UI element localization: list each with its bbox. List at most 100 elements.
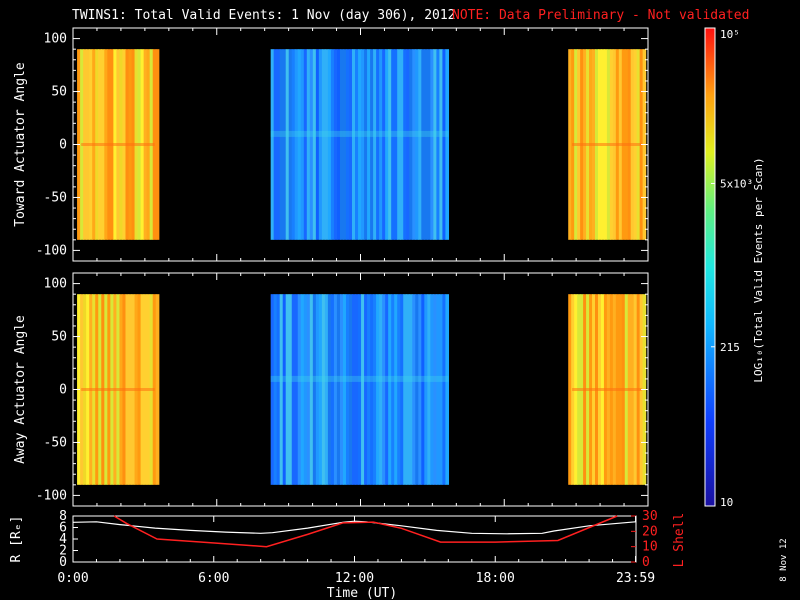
heatmap-strip — [342, 294, 347, 485]
heatmap-strip — [294, 294, 299, 485]
heatmap-strip — [445, 49, 450, 240]
time-tick-label: 18:00 — [476, 571, 515, 586]
heatmap-strip — [339, 294, 344, 485]
heatmap-strip — [388, 294, 392, 485]
y-tick-label: -50 — [44, 435, 67, 450]
heatmap-strip — [288, 294, 293, 485]
heatmap-strip — [370, 49, 374, 240]
heatmap-strip — [418, 49, 422, 240]
heatmap-strip — [418, 294, 422, 485]
bottom-y-axis-label: Away Actuator Angle — [13, 315, 28, 464]
generation-date: 8 Nov 12 — [779, 538, 789, 581]
heatmap-strip — [439, 294, 443, 485]
heatmap-strip — [367, 294, 371, 485]
heatmap-strip — [288, 49, 293, 240]
heatmap-strip — [412, 49, 416, 240]
heatmap-band — [81, 388, 155, 391]
time-tick-label: 12:00 — [335, 571, 374, 586]
heatmap-strip — [336, 294, 341, 485]
heatmap-strip — [445, 294, 450, 485]
lshell-tick-label: 0 — [642, 555, 650, 570]
r-tick-label: 8 — [59, 509, 67, 524]
heatmap-strip — [436, 49, 440, 240]
heatmap-strip — [285, 294, 290, 485]
heatmap-strip — [318, 294, 323, 485]
heatmap-strip — [349, 294, 353, 485]
heatmap-strip — [321, 294, 326, 485]
heatmap-strip — [333, 294, 338, 485]
heatmap-strip — [439, 49, 443, 240]
heatmap-strip — [385, 294, 389, 485]
y-tick-label: 0 — [59, 138, 67, 153]
heatmap-strip — [349, 49, 353, 240]
heatmap-strip — [358, 294, 362, 485]
heatmap-strip — [406, 49, 410, 240]
r-tick-label: 2 — [59, 544, 67, 559]
y-tick-label: 0 — [59, 383, 67, 398]
heatmap-strip — [370, 294, 374, 485]
heatmap-strip — [345, 294, 350, 485]
time-tick-label: 6:00 — [198, 571, 229, 586]
heatmap-strip — [309, 49, 314, 240]
heatmap-strip — [282, 49, 287, 240]
heatmap-strip — [391, 49, 395, 240]
heatmap-strip — [436, 294, 440, 485]
heatmap-strip — [394, 294, 398, 485]
lshell-tick-label: 20 — [642, 524, 658, 539]
heatmap-strip — [376, 49, 380, 240]
heatmap-strip — [342, 49, 347, 240]
heatmap-strip — [424, 294, 428, 485]
orbit-r-axis-label: R [Rₑ] — [9, 516, 24, 563]
heatmap-strip — [409, 294, 413, 485]
top-heatmap-panel: 100 50 0 -50 -100 Toward Actuator Angle — [13, 27, 649, 262]
heatmap-strip — [568, 49, 572, 240]
heatmap-strip — [352, 49, 356, 240]
time-axis-label: Time (UT) — [327, 586, 397, 600]
heatmap-strip — [270, 294, 275, 485]
y-tick-label: -50 — [44, 190, 67, 205]
colorbar: 10⁵ 5x10³ 215 10 LOG₁₀(Total Valid Events p… — [704, 27, 765, 509]
heatmap-strip — [361, 294, 365, 485]
y-tick-label: -100 — [36, 243, 67, 258]
colorbar-tick-label: 5x10³ — [720, 177, 753, 190]
preliminary-note: NOTE: Data Preliminary - Not validated — [452, 8, 749, 23]
heatmap-strip — [306, 294, 311, 485]
orbit-lshell-axis-label: L Shell — [672, 513, 687, 568]
heatmap-strip — [273, 49, 278, 240]
heatmap-strip — [364, 294, 368, 485]
colorbar-gradient — [705, 28, 715, 506]
heatmap-strip — [358, 49, 362, 240]
heatmap-strip — [276, 49, 281, 240]
heatmap-strip — [421, 294, 425, 485]
heatmap-strip — [385, 49, 389, 240]
y-tick-label: 50 — [51, 330, 67, 345]
heatmap-strip — [382, 49, 386, 240]
heatmap-strip — [327, 294, 332, 485]
heatmap-strip — [424, 49, 428, 240]
heatmap-strip — [433, 294, 437, 485]
heatmap-strip — [352, 294, 356, 485]
heatmap-strip — [315, 49, 320, 240]
heatmap-strip — [336, 49, 341, 240]
heatmap-strip — [427, 294, 431, 485]
lshell-tick-label: 10 — [642, 540, 658, 555]
heatmap-band — [81, 143, 155, 146]
heatmap-strip — [430, 49, 434, 240]
heatmap-strip — [279, 294, 284, 485]
time-tick-label: 0:00 — [57, 571, 88, 586]
heatmap-strip — [300, 294, 305, 485]
heatmap-strip — [373, 49, 377, 240]
heatmap-strip — [397, 294, 401, 485]
heatmap-strip — [415, 294, 419, 485]
heatmap-strip — [155, 294, 160, 485]
colorbar-frame — [704, 27, 716, 507]
heatmap-strip — [367, 49, 371, 240]
y-tick-label: 100 — [44, 32, 67, 47]
heatmap-strip — [373, 294, 377, 485]
heatmap-strip — [312, 49, 317, 240]
heatmap-band — [572, 143, 642, 146]
colorbar-tick-label: 215 — [720, 341, 740, 354]
heatmap-strip — [442, 294, 447, 485]
r-tick-label: 0 — [59, 555, 67, 570]
